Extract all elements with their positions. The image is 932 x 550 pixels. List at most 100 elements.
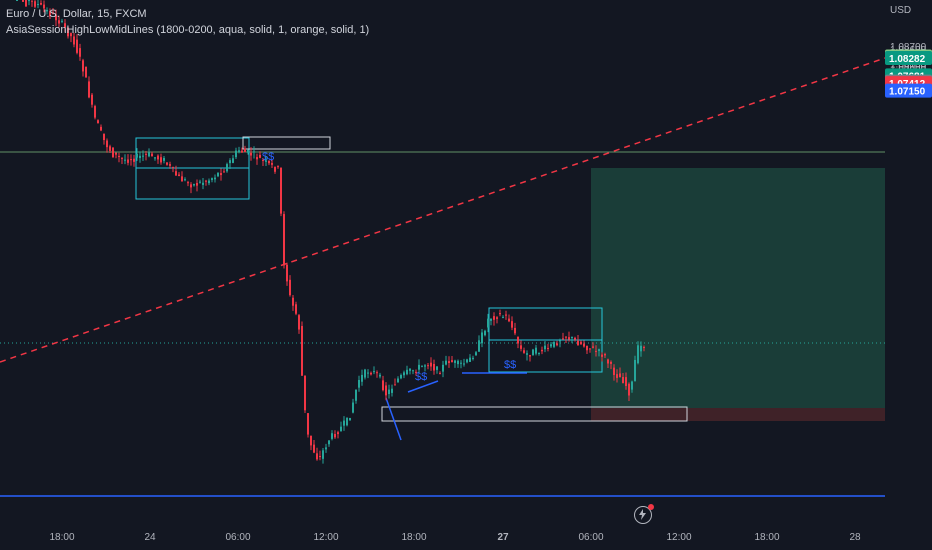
white-range-box-1[interactable] bbox=[242, 136, 331, 150]
candle-body bbox=[190, 184, 192, 188]
price-tag-blue-line[interactable]: 1.07150 bbox=[885, 83, 932, 98]
candle-body bbox=[559, 340, 561, 342]
candle-body bbox=[376, 372, 378, 374]
candle-body bbox=[253, 151, 255, 153]
time-tick-label: 27 bbox=[497, 532, 509, 543]
time-tick-label: 12:00 bbox=[313, 532, 338, 543]
candle-body bbox=[313, 444, 315, 453]
price-chart[interactable]: $$ $$ $$ bbox=[0, 0, 885, 522]
candle-body bbox=[355, 389, 357, 401]
candle-body bbox=[82, 60, 84, 72]
candle-body bbox=[460, 362, 462, 364]
candle-body bbox=[151, 153, 153, 157]
candle-body bbox=[262, 159, 264, 161]
candle-body bbox=[244, 148, 246, 153]
candle-body bbox=[43, 4, 45, 9]
white-range-box-2[interactable] bbox=[381, 406, 688, 422]
loss-zone[interactable] bbox=[591, 408, 885, 421]
candle-body bbox=[364, 369, 366, 378]
candle-body bbox=[232, 158, 234, 163]
candle-body bbox=[286, 264, 288, 282]
candle-body bbox=[337, 432, 339, 435]
time-tick-label: 06:00 bbox=[225, 532, 250, 543]
candle-body bbox=[343, 420, 345, 426]
price-tag-target[interactable]: 1.08282 bbox=[885, 51, 932, 66]
time-tick-label: 18:00 bbox=[754, 532, 779, 543]
candle-body bbox=[517, 336, 519, 344]
time-axis[interactable]: 18:00 24 06:00 12:00 18:00 27 06:00 12:00 18:00 2… bbox=[0, 522, 885, 550]
candle-body bbox=[184, 179, 186, 181]
candle-body bbox=[85, 66, 87, 78]
candle-body bbox=[436, 366, 438, 370]
blue-trendline-1[interactable] bbox=[407, 380, 439, 393]
trend-line[interactable] bbox=[0, 57, 885, 363]
candle-body bbox=[334, 434, 336, 438]
candle-body bbox=[205, 180, 207, 182]
candle-body bbox=[583, 343, 585, 347]
candle-body bbox=[268, 160, 270, 164]
candle-body bbox=[220, 173, 222, 176]
candle-body bbox=[340, 426, 342, 432]
symbol-title[interactable]: Euro / U.S. Dollar, 15, FXCM bbox=[6, 8, 147, 20]
candle-body bbox=[574, 337, 576, 340]
candle-body bbox=[598, 349, 600, 351]
alert-dot bbox=[648, 504, 654, 510]
candle-body bbox=[523, 350, 525, 353]
indicator-title[interactable]: AsiaSessionHighLowMidLines (1800-0200, a… bbox=[6, 24, 370, 36]
candle-body bbox=[301, 326, 303, 376]
candle-body bbox=[550, 344, 552, 347]
candle-body bbox=[124, 159, 126, 161]
candle-body bbox=[52, 12, 54, 14]
candle-body bbox=[604, 354, 606, 356]
candle-body bbox=[100, 126, 102, 131]
candle-body bbox=[487, 318, 489, 328]
candle-body bbox=[502, 316, 504, 318]
candle-body bbox=[229, 160, 231, 164]
candle-body bbox=[463, 363, 465, 365]
candle-body bbox=[382, 380, 384, 391]
candlestick-series bbox=[16, 0, 645, 464]
candle-body bbox=[49, 11, 51, 17]
candle-body bbox=[433, 363, 435, 371]
candle-body bbox=[31, 0, 33, 2]
candle-body bbox=[316, 453, 318, 460]
candle-body bbox=[256, 157, 258, 160]
candle-body bbox=[346, 417, 348, 426]
candle-body bbox=[34, 1, 36, 7]
candle-body bbox=[529, 355, 531, 357]
candle-body bbox=[430, 362, 432, 367]
candle-body bbox=[307, 413, 309, 435]
candle-body bbox=[469, 357, 471, 362]
candle-body bbox=[295, 304, 297, 314]
candle-body bbox=[88, 81, 90, 98]
candle-body bbox=[214, 177, 216, 180]
candle-body bbox=[133, 158, 135, 162]
currency-label[interactable]: USD bbox=[890, 5, 912, 16]
time-tick-label: 18:00 bbox=[401, 532, 426, 543]
candle-body bbox=[442, 364, 444, 372]
candle-body bbox=[547, 347, 549, 349]
profit-zone[interactable] bbox=[591, 168, 885, 408]
candle-body bbox=[148, 152, 150, 157]
price-tick-label: 1.08700 bbox=[890, 42, 927, 53]
candle-body bbox=[622, 376, 624, 384]
candle-body bbox=[619, 373, 621, 378]
candle-body bbox=[571, 337, 573, 339]
time-tick-label: 06:00 bbox=[578, 532, 603, 543]
price-axis[interactable]: 1.087001.086001.085001.084001.082001.081… bbox=[885, 0, 932, 550]
candle-body bbox=[541, 349, 543, 352]
candle-body bbox=[421, 365, 423, 367]
candle-body bbox=[250, 152, 252, 156]
candle-body bbox=[280, 167, 282, 214]
candle-body bbox=[157, 155, 159, 160]
candle-body bbox=[121, 157, 123, 159]
candle-body bbox=[508, 318, 510, 322]
lightning-bolt-icon[interactable] bbox=[634, 504, 654, 524]
candle-body bbox=[247, 149, 249, 153]
candle-body bbox=[634, 359, 636, 382]
candle-body bbox=[55, 14, 57, 21]
blue-trendline-3[interactable] bbox=[385, 397, 402, 441]
candle-body bbox=[424, 365, 426, 367]
candle-body bbox=[187, 182, 189, 184]
chart-legend: Euro / U.S. Dollar, 15, FXCM AsiaSession… bbox=[6, 6, 369, 38]
